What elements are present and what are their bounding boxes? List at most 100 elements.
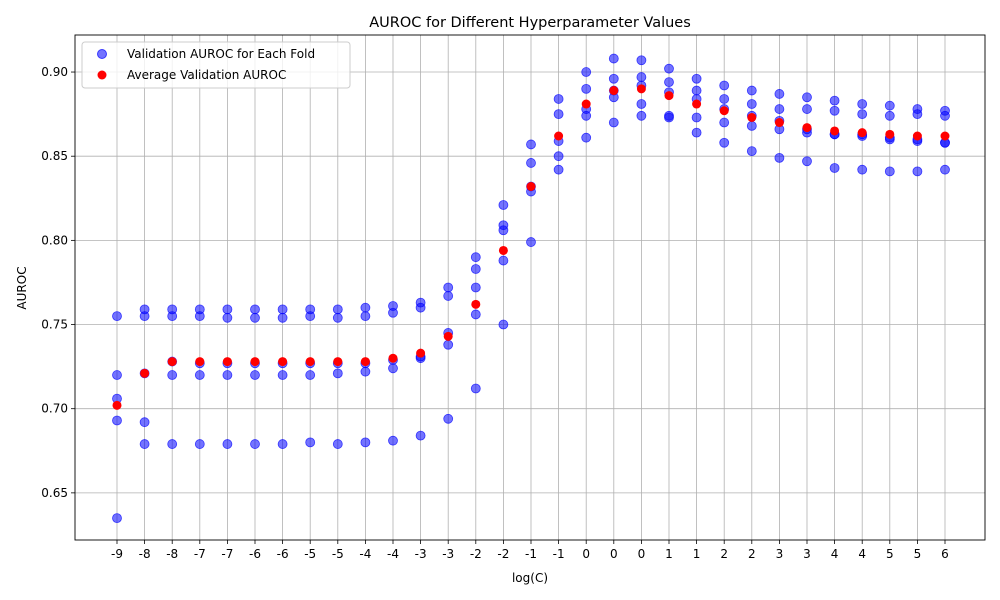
y-tick-label: 0.90 bbox=[41, 65, 68, 79]
fold-auroc-point bbox=[719, 80, 730, 91]
average-auroc-point bbox=[940, 131, 950, 141]
legend-box bbox=[81, 41, 351, 89]
fold-auroc-point bbox=[912, 166, 923, 177]
average-auroc-point bbox=[333, 357, 343, 367]
x-tick-label: -1 bbox=[553, 547, 565, 561]
fold-auroc-point bbox=[167, 370, 178, 380]
x-tick-label: -1 bbox=[525, 547, 537, 561]
fold-auroc-point bbox=[139, 311, 150, 322]
fold-auroc-point bbox=[691, 127, 702, 138]
average-auroc-point bbox=[360, 357, 370, 367]
fold-auroc-point bbox=[608, 117, 619, 128]
fold-auroc-point bbox=[691, 112, 702, 123]
x-tick-label: 3 bbox=[776, 547, 784, 561]
fold-auroc-point bbox=[277, 304, 288, 315]
fold-auroc-point bbox=[443, 282, 454, 293]
fold-auroc-point bbox=[194, 370, 205, 380]
fold-auroc-point bbox=[388, 307, 398, 318]
fold-auroc-point bbox=[470, 264, 481, 274]
x-tick-label: 1 bbox=[665, 547, 673, 561]
fold-auroc-point bbox=[498, 255, 509, 266]
x-tick-label: 4 bbox=[831, 547, 839, 561]
average-auroc-point bbox=[278, 357, 288, 367]
fold-auroc-point bbox=[581, 83, 592, 94]
fold-auroc-point bbox=[222, 439, 233, 449]
average-auroc-point bbox=[774, 118, 784, 128]
fold-auroc-point bbox=[664, 77, 674, 88]
fold-auroc-point bbox=[250, 312, 260, 323]
fold-auroc-point bbox=[332, 312, 343, 323]
fold-auroc-point bbox=[360, 302, 371, 313]
x-tick-label: -4 bbox=[359, 547, 371, 561]
y-tick-label: 0.70 bbox=[41, 402, 68, 416]
fold-auroc-point bbox=[802, 156, 812, 167]
fold-auroc-point bbox=[746, 99, 757, 109]
x-tick-label: -7 bbox=[194, 547, 206, 561]
fold-points bbox=[112, 53, 950, 524]
fold-auroc-point bbox=[746, 146, 757, 157]
fold-auroc-point bbox=[940, 110, 950, 121]
x-tick-label: 3 bbox=[803, 547, 811, 561]
fold-auroc-point bbox=[774, 104, 785, 114]
fold-auroc-point bbox=[305, 311, 316, 322]
y-axis-label: AUROC bbox=[15, 266, 29, 309]
x-tick-label: -8 bbox=[139, 547, 151, 561]
fold-auroc-point bbox=[636, 55, 647, 66]
fold-auroc-point bbox=[553, 109, 564, 120]
fold-auroc-point bbox=[112, 370, 122, 380]
fold-auroc-point bbox=[250, 370, 260, 380]
x-tick-label: 6 bbox=[941, 547, 949, 561]
legend: Validation AUROC for Each Fold Average V… bbox=[81, 41, 351, 89]
x-tick-label: -5 bbox=[304, 547, 316, 561]
fold-auroc-point bbox=[360, 311, 371, 322]
fold-auroc-point bbox=[940, 164, 950, 175]
fold-auroc-point bbox=[222, 304, 233, 315]
average-auroc-point bbox=[498, 245, 508, 255]
fold-auroc-point bbox=[691, 73, 702, 84]
x-tick-label: 0 bbox=[638, 547, 646, 561]
fold-auroc-point bbox=[884, 166, 895, 177]
fold-auroc-point bbox=[636, 72, 647, 82]
fold-auroc-point bbox=[553, 151, 564, 162]
fold-auroc-point bbox=[470, 383, 481, 394]
average-auroc-point bbox=[692, 99, 702, 109]
x-tick-label: 2 bbox=[720, 547, 728, 561]
fold-auroc-point bbox=[719, 117, 730, 128]
fold-auroc-point bbox=[802, 104, 812, 114]
fold-auroc-point bbox=[167, 439, 178, 449]
x-tick-label: 1 bbox=[693, 547, 701, 561]
fold-auroc-point bbox=[277, 312, 288, 323]
x-tick-label: -3 bbox=[415, 547, 427, 561]
fold-auroc-point bbox=[553, 164, 564, 175]
fold-auroc-point bbox=[415, 302, 426, 313]
x-tick-label: 4 bbox=[858, 547, 866, 561]
fold-auroc-point bbox=[608, 73, 619, 84]
fold-auroc-point bbox=[802, 92, 812, 103]
average-auroc-point bbox=[747, 112, 757, 122]
fold-auroc-point bbox=[250, 439, 260, 449]
fold-auroc-point bbox=[443, 339, 454, 350]
fold-auroc-point bbox=[608, 53, 619, 64]
x-tick-label: -6 bbox=[249, 547, 261, 561]
y-ticks: 0.65 0.70 0.75 0.80 0.85 0.90 bbox=[41, 65, 75, 500]
fold-auroc-point bbox=[498, 319, 509, 330]
average-auroc-point bbox=[830, 126, 840, 136]
fold-auroc-point bbox=[277, 370, 288, 380]
fold-auroc-point bbox=[112, 311, 122, 322]
fold-auroc-point bbox=[857, 164, 868, 175]
x-tick-label: 0 bbox=[582, 547, 590, 561]
fold-auroc-point bbox=[332, 368, 343, 379]
fold-auroc-point bbox=[112, 415, 122, 426]
average-auroc-point bbox=[112, 400, 122, 410]
fold-auroc-point bbox=[470, 282, 481, 293]
fold-auroc-point bbox=[277, 439, 288, 449]
fold-auroc-point bbox=[194, 439, 205, 449]
fold-auroc-point bbox=[719, 94, 730, 104]
fold-auroc-point bbox=[829, 163, 840, 173]
average-auroc-point bbox=[581, 99, 591, 109]
average-auroc-point bbox=[609, 86, 619, 96]
y-tick-label: 0.75 bbox=[41, 318, 68, 332]
fold-auroc-point bbox=[470, 252, 481, 263]
